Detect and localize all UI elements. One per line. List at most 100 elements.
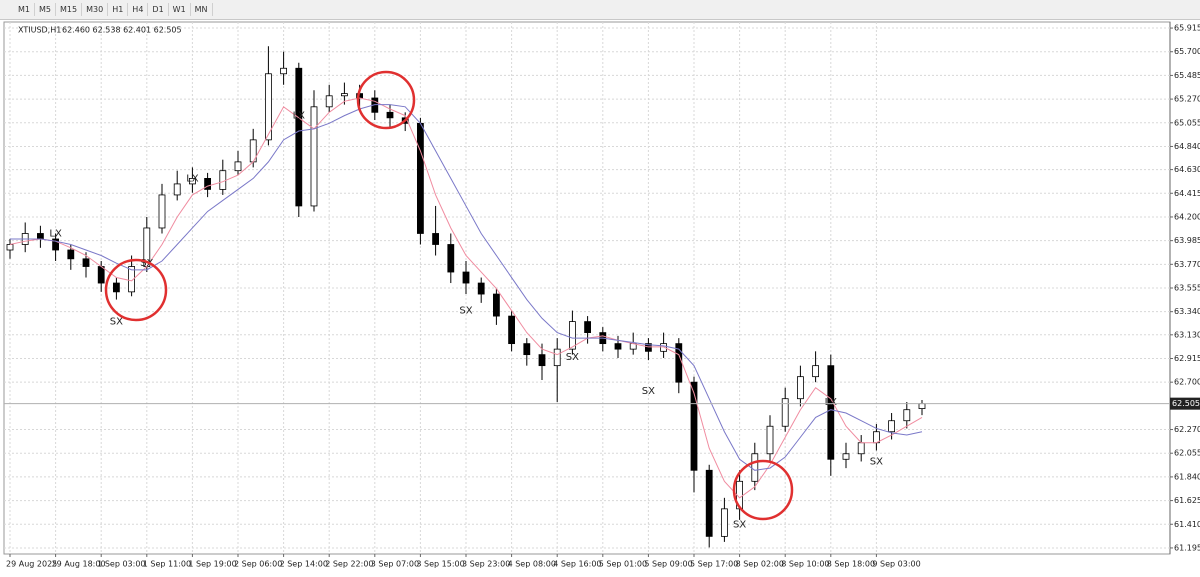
y-tick-label: 65.485 (1174, 71, 1200, 80)
candle-body (751, 453, 759, 482)
y-tick-label: 63.770 (1174, 260, 1200, 269)
x-tick-label: 2 Sep 22:00 (325, 560, 373, 569)
y-tick-label: 64.200 (1174, 212, 1200, 221)
x-tick-label: 3 Sep 07:00 (371, 560, 419, 569)
candle-body (447, 244, 455, 273)
candle-body (128, 266, 136, 293)
candle-body (67, 249, 75, 260)
candle-body (812, 365, 819, 378)
x-tick-label: 29 Aug 18:00 (52, 560, 106, 569)
x-tick-label: 3 Sep 23:00 (462, 560, 510, 569)
x-tick-label: 1 Sep 03:00 (97, 560, 145, 569)
timeframe-toolbar: M1 M5 M15 M30 H1 H4 D1 W1 MN (0, 0, 1200, 20)
candle-body (462, 271, 470, 284)
x-tick-label: 9 Sep 03:00 (872, 560, 920, 569)
candle-body (766, 425, 774, 455)
x-tick-label: 1 Sep 11:00 (143, 560, 191, 569)
candle-body (523, 343, 531, 356)
signal-label: SX (140, 258, 153, 269)
candle-body (918, 403, 926, 410)
signal-label: SX (642, 386, 655, 397)
x-tick-label: 2 Sep 06:00 (234, 560, 282, 569)
candle-body (416, 122, 424, 234)
candle-body (477, 282, 485, 295)
moving-average (9, 97, 923, 499)
candle-body (52, 238, 59, 251)
candle-body (234, 161, 242, 172)
y-tick-label: 61.410 (1174, 520, 1200, 529)
chart: LX SX SX LX LX SX SX SX SX LX SX XTIUSD,H1 62.460 … (3, 21, 1200, 569)
y-tick-label: 65.700 (1174, 47, 1200, 56)
candle-body (82, 258, 90, 267)
candle-body (857, 442, 865, 455)
y-tick-label: 62.915 (1174, 354, 1200, 363)
candle-body (97, 266, 105, 284)
x-tick-label: 5 Sep 09:00 (644, 560, 692, 569)
signal-label: SX (110, 317, 123, 328)
last-price-label: 62.505 (1172, 399, 1200, 408)
y-tick-label: 61.840 (1174, 472, 1200, 481)
y-tick-label: 65.915 (1174, 24, 1200, 33)
x-tick-label: 2 Sep 14:00 (280, 560, 328, 569)
candle-body (827, 365, 835, 460)
y-tick-label: 63.985 (1174, 236, 1200, 245)
candle-body (781, 398, 789, 427)
y-tick-label: 61.195 (1174, 543, 1200, 552)
timeframe-button[interactable]: H4 (128, 3, 149, 16)
timeframe-button[interactable]: M1 (14, 3, 35, 16)
y-tick-label: 64.630 (1174, 165, 1200, 174)
grid (4, 22, 1170, 554)
candle-body (645, 343, 652, 352)
signal-label: LX (293, 111, 306, 122)
candle-body (553, 348, 561, 367)
candle-body (386, 111, 394, 119)
y-tick-label: 64.415 (1174, 189, 1200, 198)
candle-body (508, 315, 516, 345)
timeframe-button[interactable]: M15 (56, 3, 83, 16)
plot: LX SX SX LX LX SX SX SX SX LX SX (6, 46, 926, 548)
candle-body (705, 469, 713, 537)
moving-average (10, 104, 923, 471)
x-tick-label: 3 Sep 15:00 (416, 560, 464, 569)
timeframe-button[interactable]: M30 (82, 3, 109, 16)
candle-body (340, 93, 348, 97)
y-tick-label: 61.625 (1174, 496, 1200, 505)
y-tick-label: 63.555 (1174, 284, 1200, 293)
candle-body (158, 194, 166, 229)
y-tick-label: 65.055 (1174, 118, 1200, 127)
symbol: XTIUSD,H1 (18, 26, 61, 35)
y-tick-label: 65.270 (1174, 95, 1200, 104)
timeframe-button[interactable]: H1 (108, 3, 129, 16)
highlight-circle (104, 258, 168, 322)
timeframe-button[interactable]: D1 (148, 3, 169, 16)
candle-body (492, 293, 500, 317)
candle-body (113, 282, 120, 293)
x-tick-label: 8 Sep 18:00 (827, 560, 875, 569)
candle-body (432, 233, 440, 245)
timeframe-button[interactable]: MN (191, 3, 213, 16)
candle-body (842, 453, 850, 460)
timeframe-button[interactable]: W1 (169, 3, 191, 16)
candle-body (173, 183, 181, 196)
candle-body (264, 73, 272, 141)
candle-body (325, 95, 333, 108)
signal-label: SX (733, 519, 746, 530)
candle-body (310, 106, 318, 207)
y-tick-label: 63.130 (1174, 330, 1200, 339)
signal-label: LX (49, 228, 62, 239)
ohlc-readout: 62.460 62.538 62.401 62.505 (62, 26, 182, 35)
candle-body (797, 376, 804, 400)
y-tick-label: 63.340 (1174, 307, 1200, 316)
y-tick-label: 62.055 (1174, 449, 1200, 458)
x-tick-label: 1 Sep 19:00 (188, 560, 236, 569)
timeframe-button[interactable]: M5 (35, 3, 56, 16)
candle-body (614, 343, 622, 350)
y-tick-label: 64.840 (1174, 142, 1200, 151)
x-tick-label: 5 Sep 17:00 (690, 560, 738, 569)
candle-body (204, 178, 212, 190)
candle-body (721, 508, 728, 537)
candle-body (280, 67, 288, 75)
x-tick-label: 8 Sep 10:00 (781, 560, 829, 569)
highlight-circle (356, 70, 416, 130)
